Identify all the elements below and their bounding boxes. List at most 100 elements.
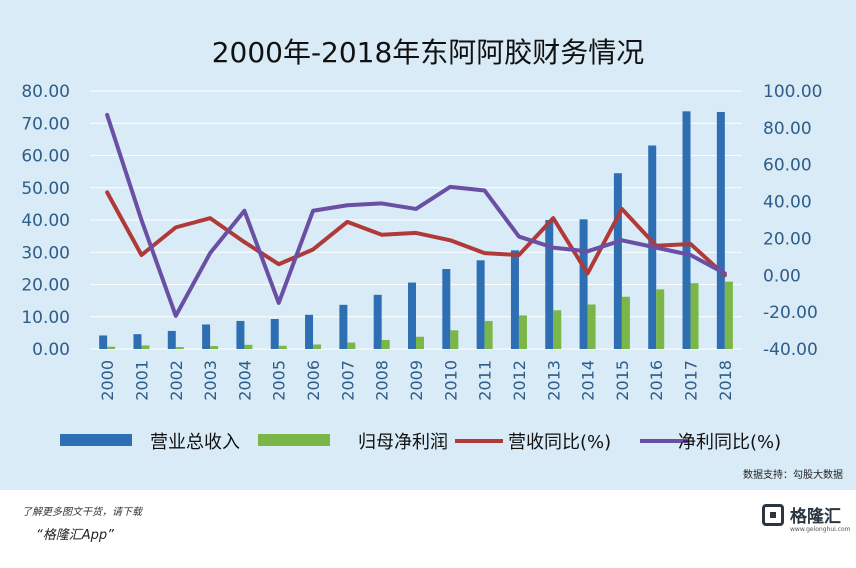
x-tick-label: 2003 bbox=[201, 360, 220, 401]
bar-profit bbox=[690, 283, 699, 349]
x-tick-label: 2000 bbox=[98, 360, 117, 401]
x-tick-label: 2007 bbox=[338, 360, 357, 401]
right-tick-label: 0.00 bbox=[763, 266, 801, 286]
lines bbox=[105, 112, 727, 318]
bar-revenue bbox=[716, 111, 725, 350]
bar-profit bbox=[381, 339, 390, 349]
legend-swatch bbox=[258, 434, 330, 446]
x-tick-label: 2005 bbox=[270, 360, 289, 401]
legend-label: 归母净利润 bbox=[358, 432, 448, 453]
legend-label: 营收同比(%) bbox=[508, 432, 611, 453]
bar-profit bbox=[244, 344, 253, 349]
chart-title: 2000年-2018年东阿阿胶财务情况 bbox=[212, 36, 645, 69]
bar-revenue bbox=[99, 335, 108, 349]
bar-revenue bbox=[476, 260, 485, 349]
bar-profit bbox=[210, 346, 219, 349]
bar-revenue bbox=[579, 219, 588, 349]
x-tick-label: 2004 bbox=[235, 360, 254, 401]
bar-profit bbox=[656, 289, 665, 349]
left-tick-label: 20.00 bbox=[21, 276, 70, 296]
app-name: “格隆汇App” bbox=[36, 528, 114, 543]
watermark-text: 格隆汇 bbox=[805, 546, 842, 560]
bar-revenue bbox=[236, 320, 245, 349]
bar-revenue bbox=[202, 324, 211, 349]
left-tick-label: 80.00 bbox=[21, 82, 70, 102]
bar-revenue bbox=[510, 250, 519, 349]
right-tick-label: 80.00 bbox=[763, 119, 812, 139]
brand-name: 格隆汇 bbox=[790, 507, 841, 527]
bar-revenue bbox=[339, 304, 348, 349]
watermark-icon bbox=[787, 546, 801, 560]
bar-profit bbox=[278, 345, 287, 349]
bar-revenue bbox=[270, 319, 279, 349]
left-tick-label: 30.00 bbox=[21, 243, 70, 263]
brand-url: www.gelonghui.com bbox=[790, 526, 851, 533]
bar-profit bbox=[107, 346, 116, 349]
bar-profit bbox=[347, 342, 356, 349]
bar-revenue bbox=[408, 282, 416, 349]
bar-profit bbox=[416, 336, 424, 349]
line-series-profit-yoy bbox=[105, 112, 727, 318]
bar-profit bbox=[450, 330, 459, 349]
legend-label: 净利同比(%) bbox=[678, 432, 781, 453]
bar-profit bbox=[724, 281, 733, 349]
bar-profit bbox=[175, 347, 184, 349]
bar-revenue bbox=[442, 269, 451, 349]
x-tick-label: 2014 bbox=[579, 360, 598, 401]
left-axis-ticks: 80.00 70.00 60.00 50.00 40.00 30.00 20.00 10.00… bbox=[21, 82, 70, 360]
brand-logo: 格隆汇 bbox=[762, 502, 841, 527]
bar-revenue bbox=[133, 334, 142, 349]
left-tick-label: 60.00 bbox=[21, 147, 70, 167]
right-tick-label: -20.00 bbox=[763, 303, 818, 323]
bar-revenue bbox=[682, 111, 691, 349]
x-axis-ticks: 2000 2001 2002 2003 2004 2005 2006 2007 2008 2009… bbox=[98, 360, 735, 401]
data-source-note: 数据支持：勾股大数据 bbox=[743, 468, 843, 481]
x-tick-label: 2009 bbox=[407, 360, 426, 401]
chart: 2000年-2018年东阿阿胶财务情况 80.00 70.00 60.00 50.00… bbox=[21, 36, 843, 481]
right-tick-label: 100.00 bbox=[763, 82, 822, 102]
x-tick-label: 2012 bbox=[510, 360, 529, 401]
brand-icon bbox=[762, 503, 784, 526]
left-tick-label: 10.00 bbox=[21, 308, 70, 328]
legend-label: 营业总收入 bbox=[150, 432, 240, 453]
line-series-revenue-yoy bbox=[105, 190, 727, 278]
left-tick-label: 40.00 bbox=[21, 211, 70, 231]
right-tick-label: -40.00 bbox=[763, 340, 818, 360]
x-tick-label: 2011 bbox=[476, 360, 495, 401]
bar-profit bbox=[587, 304, 596, 349]
x-tick-label: 2010 bbox=[441, 360, 460, 401]
footer: 了解更多图文干货，请下载 “格隆汇App” 格隆汇 www.gelonghui.… bbox=[0, 490, 856, 568]
x-tick-label: 2001 bbox=[132, 360, 151, 401]
bar-revenue bbox=[373, 294, 382, 349]
legend-swatch bbox=[60, 434, 132, 446]
x-tick-label: 2015 bbox=[613, 360, 632, 401]
x-tick-label: 2018 bbox=[716, 360, 735, 401]
right-tick-label: 60.00 bbox=[763, 156, 812, 176]
bar-revenue bbox=[167, 330, 176, 349]
bar-profit bbox=[518, 315, 527, 349]
x-tick-label: 2002 bbox=[167, 360, 186, 401]
chart-panel bbox=[0, 0, 856, 490]
bar-profit bbox=[141, 345, 150, 349]
x-tick-label: 2016 bbox=[647, 360, 666, 401]
x-tick-label: 2008 bbox=[373, 360, 392, 401]
right-tick-label: 40.00 bbox=[763, 193, 812, 213]
download-note: 了解更多图文干货，请下载 bbox=[22, 507, 142, 518]
x-tick-label: 2006 bbox=[304, 360, 323, 401]
bar-revenue bbox=[305, 314, 314, 349]
x-tick-label: 2017 bbox=[682, 360, 701, 401]
left-tick-label: 70.00 bbox=[21, 114, 70, 134]
bars bbox=[99, 111, 733, 350]
left-tick-label: 0.00 bbox=[32, 340, 70, 360]
bar-profit bbox=[553, 310, 562, 349]
bar-profit bbox=[621, 296, 630, 349]
bar-revenue bbox=[545, 220, 554, 349]
x-tick-label: 2013 bbox=[544, 360, 563, 401]
left-tick-label: 50.00 bbox=[21, 179, 70, 199]
bar-profit bbox=[313, 344, 322, 349]
right-tick-label: 20.00 bbox=[763, 229, 812, 249]
legend: 营业总收入 归母净利润 营收同比(%) 净利同比(%) bbox=[60, 432, 781, 453]
right-axis-ticks: 100.00 80.00 60.00 40.00 20.00 0.00 -20.00 -40.… bbox=[763, 82, 822, 360]
bar-profit bbox=[484, 320, 493, 349]
